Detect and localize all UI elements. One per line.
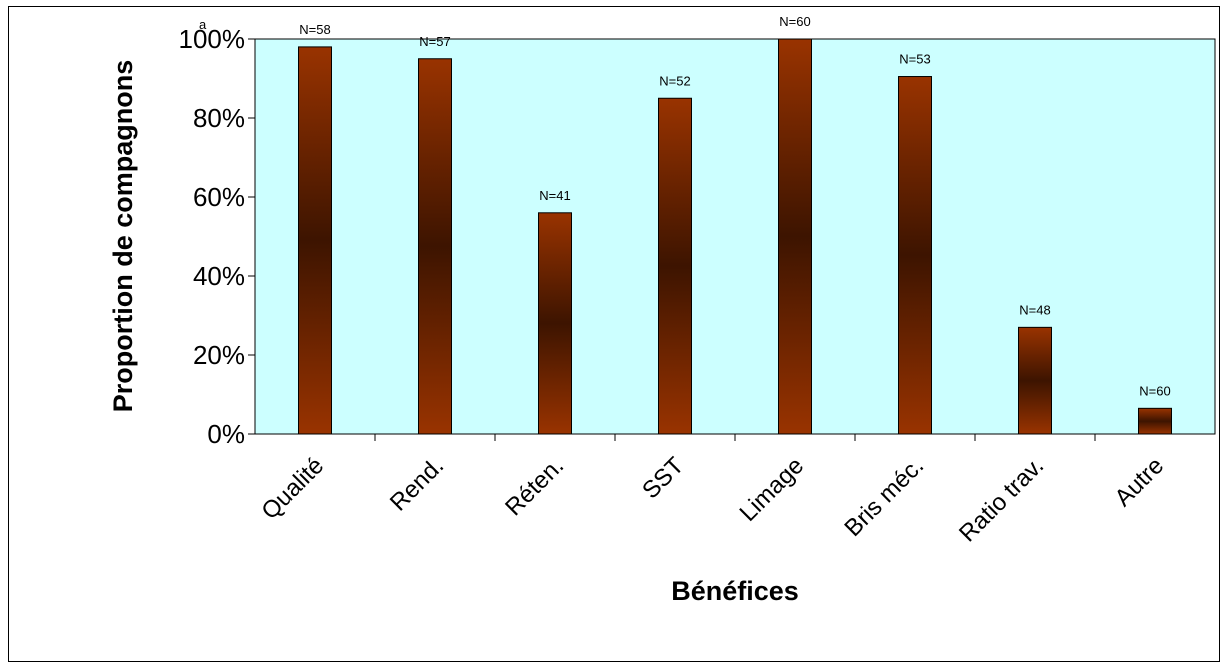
- y-tick-label: 80%: [193, 103, 245, 133]
- bar: [778, 38, 812, 435]
- category-label: Rend.: [385, 452, 449, 516]
- y-axis-title: Proportion de compagnons: [108, 60, 138, 413]
- bar: [1138, 407, 1172, 435]
- category-label: Bris méc.: [839, 452, 929, 542]
- category-label: SST: [637, 452, 689, 504]
- bar: [418, 58, 452, 435]
- category-label: Limage: [734, 452, 809, 527]
- y-tick-label: 20%: [193, 340, 245, 370]
- data-label: N=57: [419, 34, 450, 49]
- data-label: N=48: [1019, 302, 1050, 317]
- y-axis: 0% 20% 40% 60% 80% 100%: [179, 24, 1096, 449]
- bar: [898, 76, 932, 435]
- category-label: Ratio trav.: [954, 452, 1049, 547]
- y-tick-label: 40%: [193, 261, 245, 291]
- category-label: Autre: [1110, 452, 1170, 512]
- bar: [1018, 326, 1052, 435]
- x-axis-title: Bénéfices: [671, 576, 799, 606]
- bar: [658, 97, 692, 435]
- y-tick-label: 60%: [193, 182, 245, 212]
- bar: [298, 46, 332, 435]
- data-label: N=41: [539, 188, 570, 203]
- y-tick-label: 100%: [179, 24, 246, 54]
- data-label: N=52: [659, 73, 690, 88]
- plot-area: [254, 38, 1216, 435]
- data-label: N=53: [899, 52, 930, 67]
- superscript-note: a: [199, 17, 207, 32]
- bar: [538, 212, 572, 435]
- data-label: N=60: [1139, 383, 1170, 398]
- data-label: N=58: [299, 22, 330, 37]
- category-label: Réten.: [500, 452, 569, 521]
- x-axis: Qualité Rend. Réten. SST Limage Bris méc. Rati…: [256, 452, 1169, 547]
- bars: N=58 N=57 N=41 N=52 N=60 N=53 N=48 N=60: [298, 14, 1172, 435]
- y-tick-label: 0%: [207, 419, 245, 449]
- category-label: Qualité: [256, 452, 329, 525]
- data-label: N=60: [779, 14, 810, 29]
